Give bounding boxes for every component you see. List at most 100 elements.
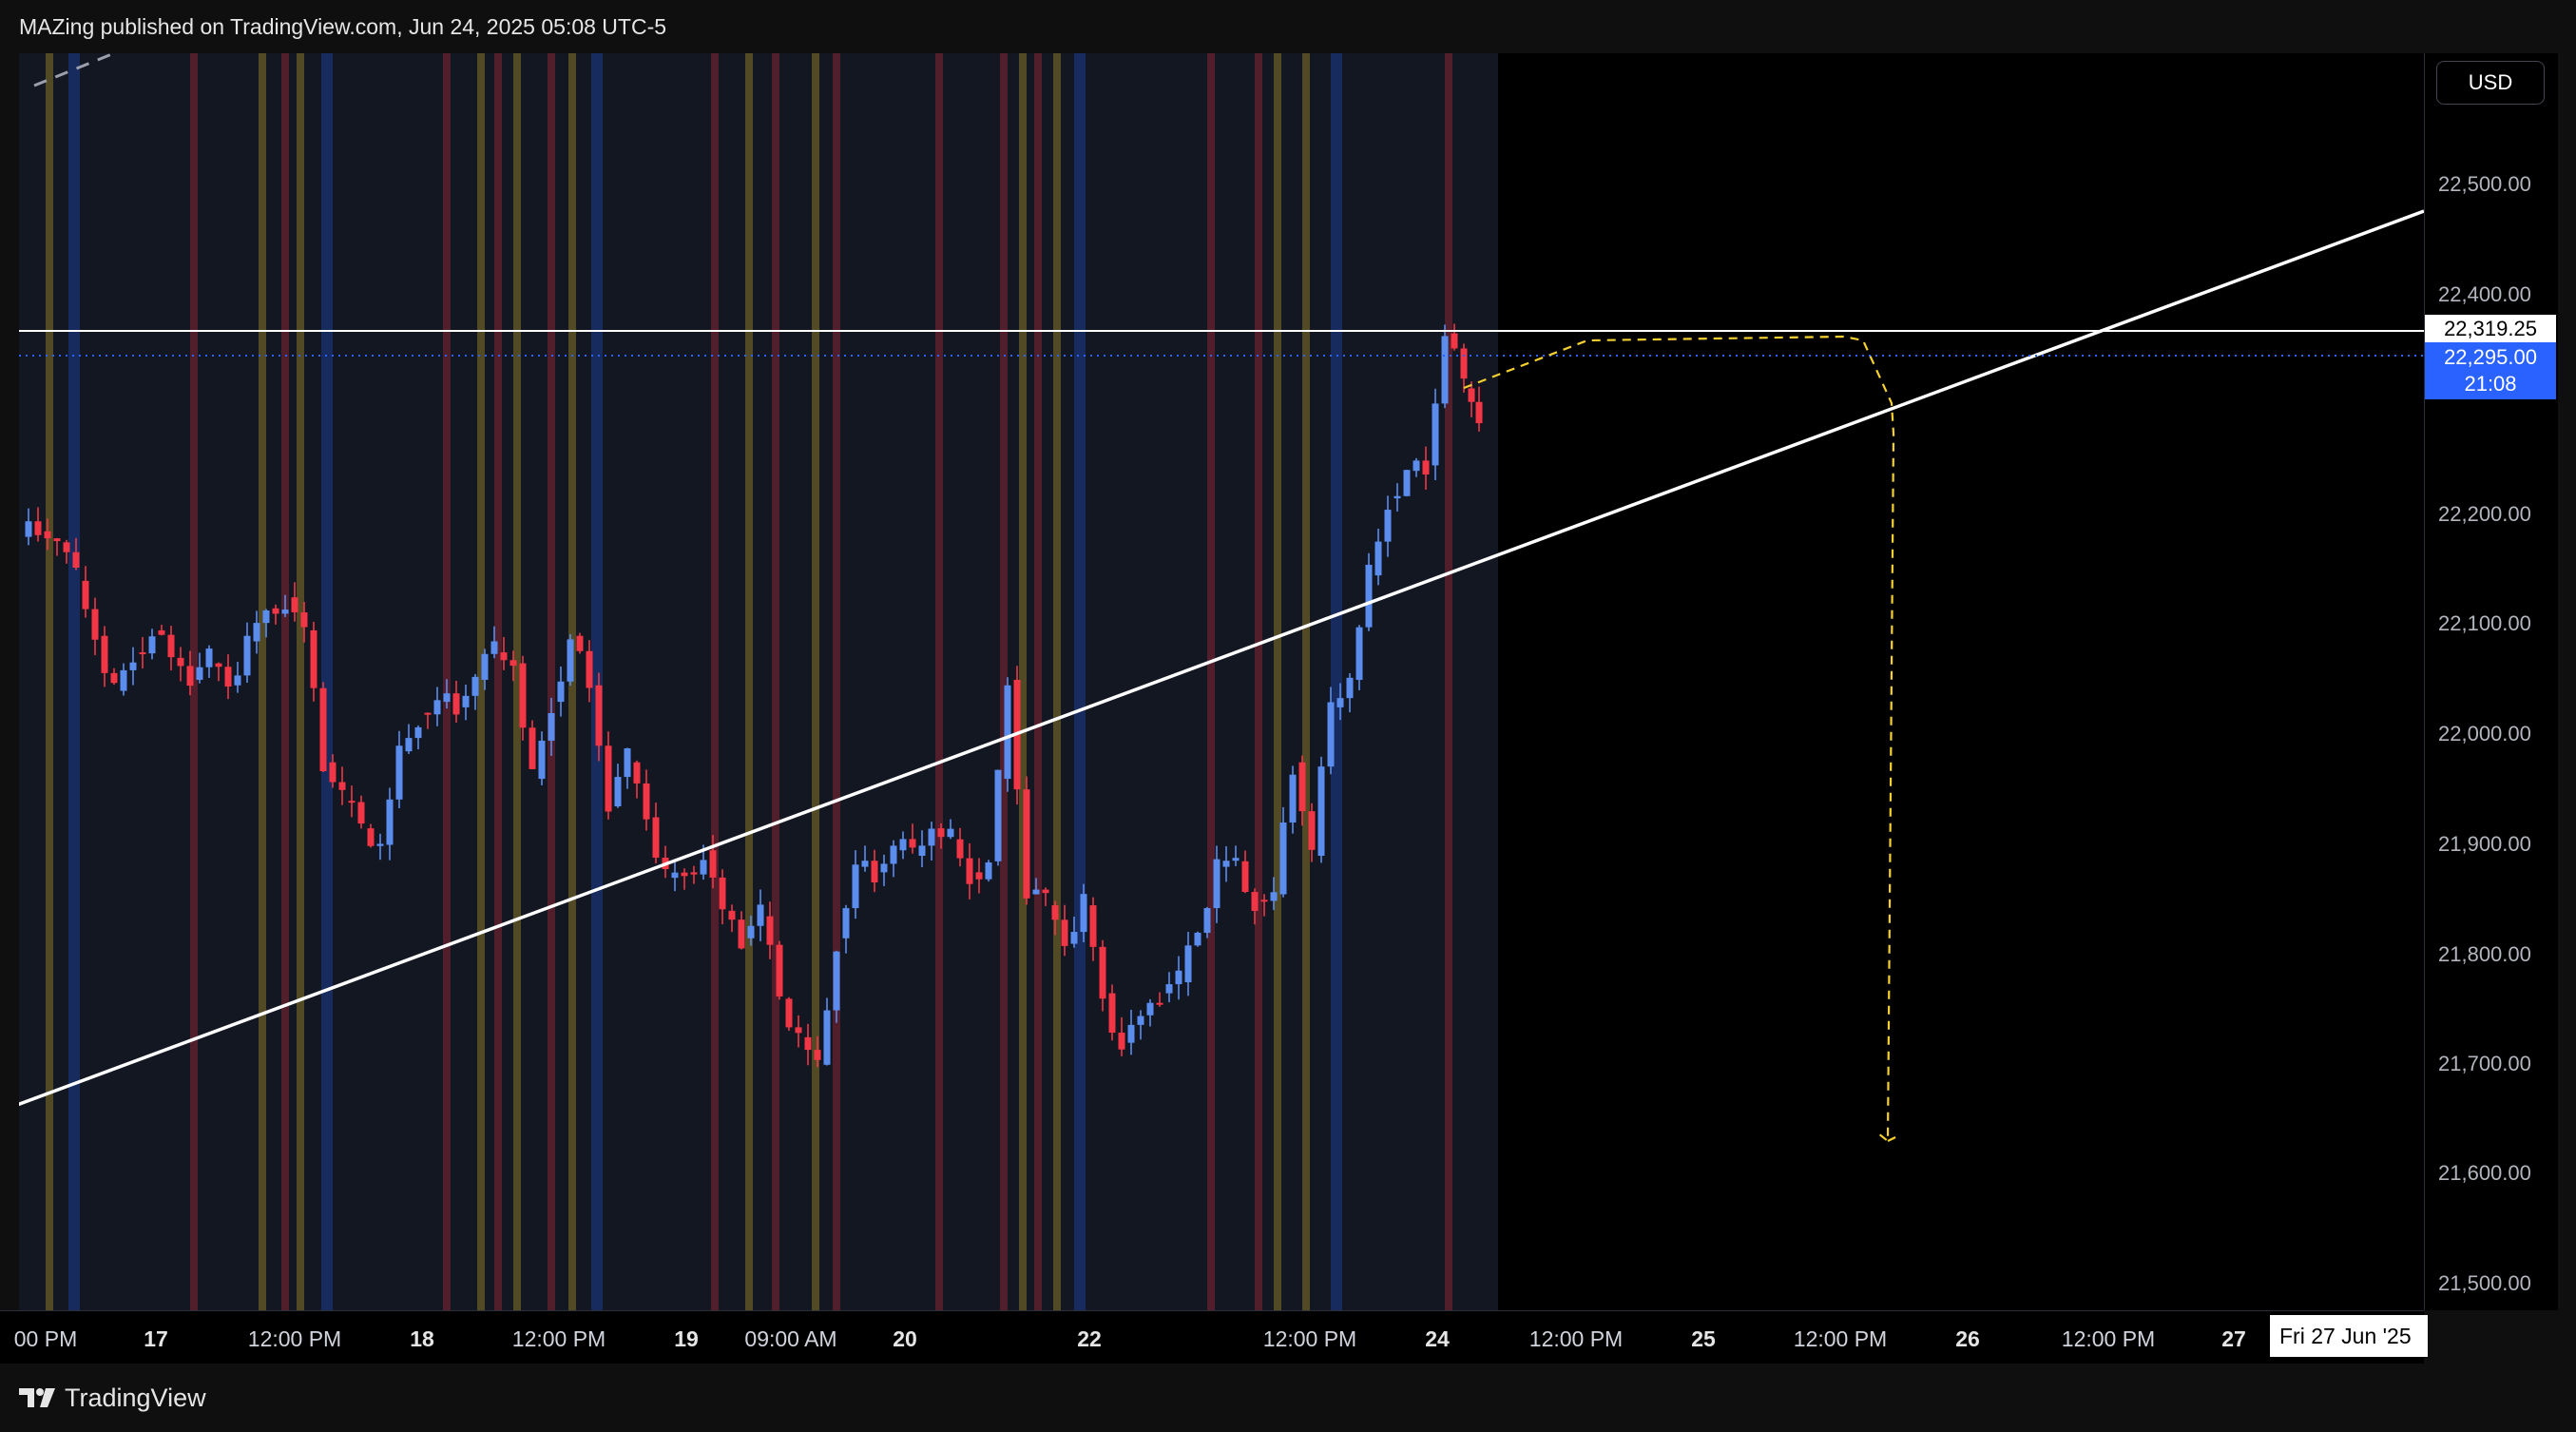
candle (1260, 894, 1268, 917)
candle (1070, 917, 1078, 948)
candle (1298, 755, 1306, 826)
candle (329, 754, 336, 788)
session-marker-band (1034, 53, 1042, 1310)
candle (766, 901, 774, 959)
chart-plot-area[interactable] (19, 53, 2424, 1310)
candle (871, 849, 878, 893)
candle (804, 1023, 812, 1066)
currency-button[interactable]: USD (2436, 61, 2545, 105)
price-tick-label: 21,500.00 (2438, 1271, 2531, 1295)
time-tick-label: 12:00 PM (1262, 1326, 1357, 1351)
bar-countdown: 21:08 (2464, 372, 2517, 396)
candle (386, 787, 394, 861)
candle (985, 860, 992, 882)
candle (348, 785, 356, 818)
candle (281, 594, 289, 617)
candle (1441, 324, 1449, 409)
price-chart-canvas[interactable] (19, 53, 2424, 1310)
chart-header: MAZing published on TradingView.com, Jun… (0, 0, 2576, 53)
candle (1279, 806, 1287, 898)
candle (509, 650, 517, 682)
candle (291, 582, 298, 622)
candle (1365, 552, 1373, 631)
candle (1127, 1009, 1135, 1055)
candle (557, 666, 565, 717)
price-tick-label: 22,400.00 (2438, 282, 2531, 306)
time-tick-label: 12:00 PM (1793, 1326, 1888, 1351)
session-marker-band (1445, 53, 1452, 1310)
candle (300, 601, 308, 643)
time-tick-label: 27 (2221, 1326, 2246, 1351)
candle (414, 725, 422, 750)
candle (490, 626, 498, 659)
price-axis[interactable]: USD 22,500.00 22,400.00 22,200.00 22,100.00… (2424, 53, 2558, 1310)
candle (956, 827, 964, 867)
candle (338, 766, 346, 805)
session-marker-band (513, 53, 521, 1310)
candle (1355, 625, 1363, 690)
candle (567, 633, 574, 687)
candle (357, 795, 365, 829)
session-marker-band (1074, 53, 1086, 1310)
candle (215, 662, 222, 682)
candle (120, 663, 127, 696)
candle (880, 854, 888, 886)
candle (719, 869, 726, 925)
time-tick-label: 09:00 AM (744, 1326, 837, 1351)
candle (63, 539, 70, 564)
candle (177, 647, 184, 682)
candle (538, 731, 546, 785)
projection-path (1463, 335, 1900, 1144)
session-marker-band (833, 53, 840, 1310)
session-marker-band (711, 53, 719, 1310)
candle (842, 904, 850, 954)
time-axis[interactable]: 00 PM 17 12:00 PM 18 12:00 PM 19 09:00 AM 20 22 1… (0, 1310, 2428, 1364)
time-tick-label: 12:00 PM (1528, 1326, 1624, 1351)
last-price-label: 22,295.00 21:08 (2425, 342, 2556, 399)
candle (319, 682, 327, 772)
session-marker-band (772, 53, 779, 1310)
session-marker-band (812, 53, 819, 1310)
candle (690, 865, 698, 884)
candle (129, 647, 137, 686)
candle (1213, 845, 1221, 923)
candle (1061, 904, 1068, 957)
time-tick-label: 18 (410, 1326, 434, 1351)
candle (738, 911, 745, 950)
candle (243, 622, 251, 684)
last-price-value: 22,295.00 (2444, 345, 2537, 369)
candle (310, 621, 317, 702)
candle (966, 842, 973, 900)
candle (1317, 756, 1325, 863)
candle (1336, 683, 1344, 721)
candle (576, 632, 584, 654)
candle (224, 654, 232, 700)
horizontal-line-price-label: 22,319.25 (2425, 315, 2556, 343)
candle (1156, 992, 1163, 1007)
candle (890, 840, 897, 878)
price-tick-label: 22,000.00 (2438, 722, 2531, 745)
candle (1394, 483, 1401, 512)
time-tick-label: 20 (893, 1326, 917, 1351)
candle (158, 625, 165, 636)
session-marker-band (548, 53, 555, 1310)
candle (110, 668, 118, 686)
candle (1468, 381, 1475, 417)
candle (44, 518, 51, 551)
session-marker-band (1274, 53, 1281, 1310)
candle (139, 636, 146, 669)
tradingview-logo[interactable]: TradingView (19, 1384, 206, 1413)
time-tick-label: 12:00 PM (2061, 1326, 2156, 1351)
candle (937, 822, 945, 849)
candle (1403, 470, 1411, 497)
session-marker-band (321, 53, 333, 1310)
candle (376, 833, 384, 861)
candle (909, 823, 916, 854)
candle (785, 997, 793, 1032)
time-tick-label: 26 (1955, 1326, 1980, 1351)
candle (1175, 956, 1182, 1000)
candle (1241, 850, 1249, 894)
session-marker-band (745, 53, 753, 1310)
session-marker-band (591, 53, 603, 1310)
session-marker-band (494, 53, 502, 1310)
